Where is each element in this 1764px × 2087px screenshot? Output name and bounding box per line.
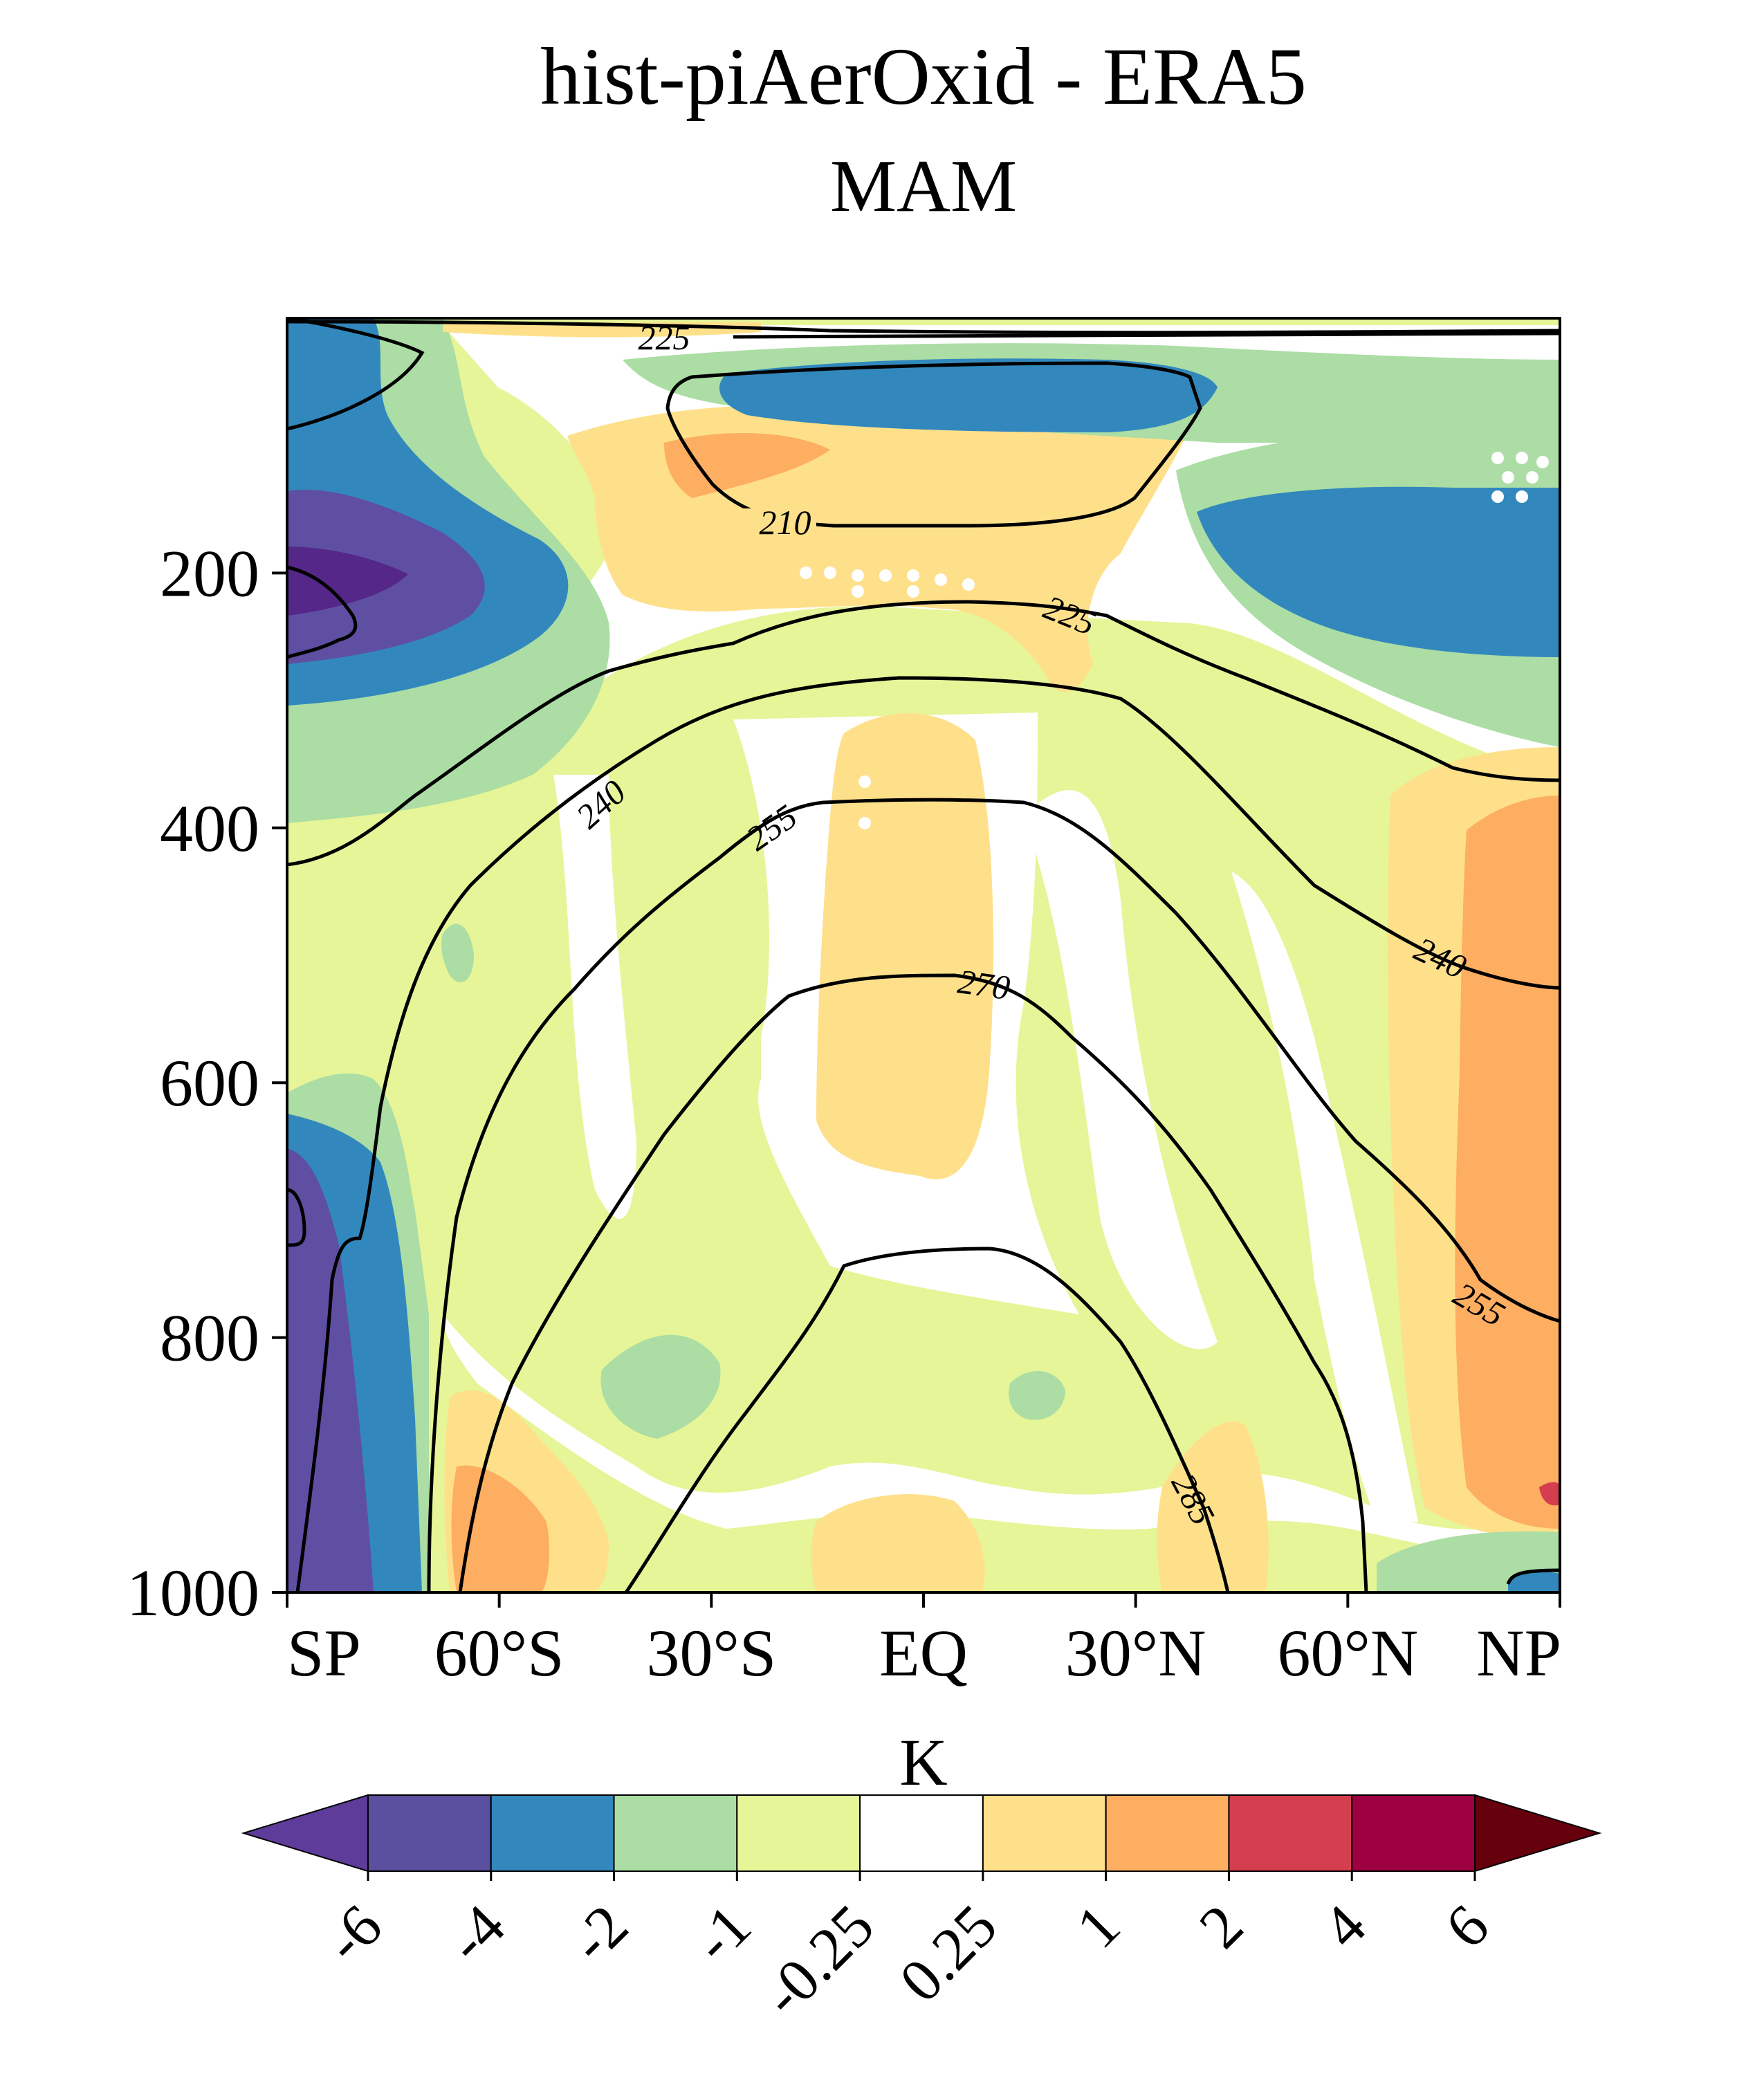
x-tick-label: NP bbox=[1476, 1616, 1561, 1690]
contour-285 bbox=[624, 1247, 1230, 1592]
x-axis: SP 60°S 30°S EQ 30°N 60°N NP bbox=[286, 1592, 1561, 1690]
y-tick-label: 1000 bbox=[127, 1556, 259, 1630]
colorbar-box bbox=[1105, 1794, 1230, 1872]
colorbar-tick-label: 4 bbox=[1310, 1893, 1379, 1962]
colorbar-tick-label: 6 bbox=[1433, 1893, 1502, 1962]
contour-225 bbox=[287, 600, 1560, 867]
filled-contours: 225 210 225 240 255 240 270 255 285 bbox=[287, 318, 1560, 1592]
contour-label-270: 270 bbox=[955, 962, 1012, 1007]
field-warm-nh-polar-2-4 bbox=[1539, 1482, 1560, 1506]
x-tick-label: 60°N bbox=[1277, 1616, 1418, 1690]
colorbar-tick-label: -0.25 bbox=[750, 1893, 887, 2030]
field-green-lower-blob bbox=[600, 1334, 721, 1439]
field-green-lower-blob-2 bbox=[1009, 1370, 1065, 1420]
colorbar-tick-label: 0.25 bbox=[888, 1893, 1010, 2015]
x-tick-label: 30°S bbox=[646, 1616, 776, 1690]
field-blue-np-surface bbox=[1508, 1572, 1560, 1592]
colorbar-box bbox=[1228, 1794, 1353, 1872]
colorbar-tick-label: 2 bbox=[1187, 1893, 1256, 1962]
contour-270 bbox=[458, 973, 1368, 1592]
contour-top-210 bbox=[733, 331, 1560, 339]
field-green-sh-mid-blob bbox=[441, 923, 474, 982]
y-tick-label: 200 bbox=[160, 536, 259, 610]
colorbar-tick-label: -2 bbox=[558, 1893, 641, 1976]
contour-lines bbox=[287, 318, 1560, 1592]
chart-title: hist-piAerOxid - ERA5 bbox=[540, 31, 1307, 122]
contour-sh-surface-loop bbox=[287, 1188, 306, 1247]
colorbar-box bbox=[367, 1794, 492, 1872]
field-blue-top-band bbox=[719, 358, 1218, 432]
field-zero-middle-4 bbox=[1231, 872, 1418, 1522]
colorbar-box bbox=[736, 1794, 861, 1872]
colorbar-extend-high bbox=[1474, 1794, 1602, 1873]
contour-sh-surface-line bbox=[295, 1106, 383, 1592]
field-purple-sh-surface bbox=[287, 1148, 374, 1592]
contour-sh-corner bbox=[287, 318, 425, 431]
field-zero-middle-1 bbox=[553, 775, 636, 1220]
colorbar-label: K bbox=[899, 1725, 947, 1799]
x-tick-label: EQ bbox=[879, 1616, 968, 1690]
contour-label-bg-210 bbox=[740, 508, 816, 543]
contour-np-surface bbox=[1506, 1568, 1560, 1585]
x-tick-label: 60°S bbox=[434, 1616, 564, 1690]
colorbar bbox=[241, 1794, 1602, 1873]
colorbar-ticks: -6 -4 -2 -1-0.25 0.25 1 2 4 6 bbox=[312, 1871, 1502, 2030]
contour-top-225 bbox=[287, 320, 1560, 335]
y-tick-label: 800 bbox=[160, 1301, 259, 1375]
colorbar-extend-low bbox=[241, 1794, 369, 1873]
contour-240 bbox=[378, 676, 1560, 1107]
x-tick-label: 30°N bbox=[1065, 1616, 1206, 1690]
y-axis: 200 400 600 800 1000 bbox=[127, 536, 287, 1630]
colorbar-box bbox=[613, 1794, 738, 1872]
contour-210-box bbox=[665, 361, 1202, 528]
colorbar-box bbox=[859, 1794, 984, 1872]
field-zero-lower bbox=[443, 1314, 1560, 1558]
field-warm-1-2-upper bbox=[664, 433, 830, 498]
colorbar-tick-label: -4 bbox=[434, 1893, 517, 1976]
contour-label-225-top: 225 bbox=[638, 318, 690, 357]
colorbar-tick-label: -1 bbox=[681, 1893, 764, 1976]
field-warm-tropical-column bbox=[816, 713, 993, 1179]
field-purple-sh-upper-core bbox=[287, 546, 408, 616]
field-zero-middle-3 bbox=[1024, 790, 1218, 1350]
colorbar-box bbox=[982, 1794, 1107, 1872]
contour-255 bbox=[427, 798, 1560, 1592]
y-tick-label: 600 bbox=[160, 1046, 259, 1120]
contour-sh-200-loop bbox=[287, 565, 358, 659]
field-blue-nh-upper bbox=[1197, 486, 1560, 657]
colorbar-tick-label: 1 bbox=[1064, 1893, 1133, 1962]
contour-label-210: 210 bbox=[760, 503, 811, 542]
stipple-dots bbox=[800, 452, 1549, 829]
x-tick-label: SP bbox=[287, 1616, 361, 1690]
field-warm-tropical-lower bbox=[811, 1494, 985, 1592]
y-tick-label: 400 bbox=[160, 791, 259, 865]
field-warm-nh-polar-1-2 bbox=[1455, 796, 1560, 1529]
chart-subtitle: MAM bbox=[830, 145, 1017, 228]
colorbar-tick-label: -6 bbox=[312, 1893, 395, 1976]
colorbar-box bbox=[490, 1794, 615, 1872]
colorbar-box bbox=[1351, 1794, 1476, 1872]
